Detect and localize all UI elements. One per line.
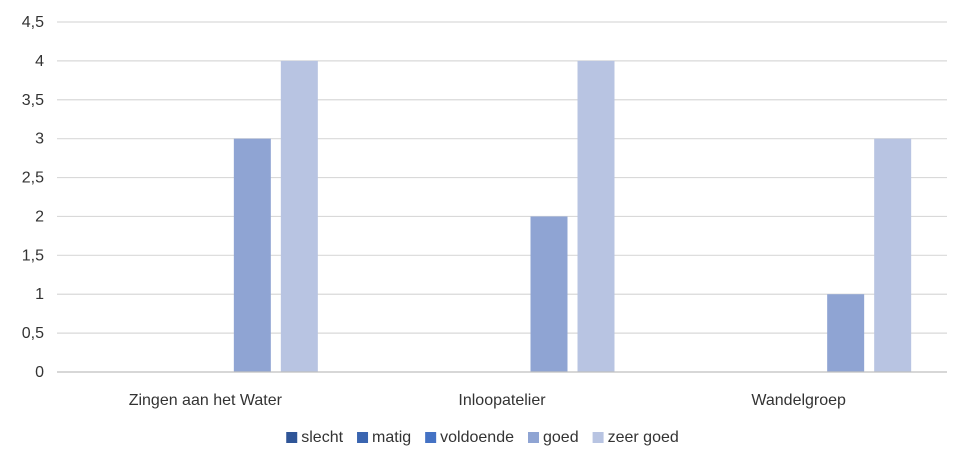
y-tick-label: 3	[35, 131, 44, 148]
gridlines	[57, 21, 947, 334]
x-axis-category-labels: Zingen aan het Water Inloopatelier Wandelg…	[129, 392, 846, 409]
y-tick-label: 0,5	[22, 325, 44, 342]
x-category-label: Wandelgroep	[751, 392, 846, 409]
legend-swatch	[286, 432, 298, 443]
y-axis-tick-labels: 0 0,5 1 1,5 2 2,5 3 3,5 4 4,5	[22, 14, 44, 381]
bar-2-4	[874, 138, 912, 372]
y-tick-label: 2,5	[22, 170, 44, 187]
legend-item: zeer goed	[592, 429, 679, 446]
legend: slecht matig voldoende goed zeer goed	[286, 429, 679, 446]
legend-item: goed	[528, 429, 579, 446]
legend-label: slecht	[301, 429, 343, 446]
legend-label: voldoende	[440, 429, 514, 446]
legend-swatch	[357, 432, 369, 443]
y-tick-label: 4,5	[22, 14, 44, 31]
y-tick-label: 1	[35, 286, 44, 303]
bar-2-3	[827, 294, 865, 372]
y-tick-label: 2	[35, 208, 44, 225]
y-tick-label: 0	[35, 364, 44, 381]
legend-swatch	[528, 432, 539, 443]
y-tick-label: 3,5	[22, 92, 44, 109]
y-tick-label: 1,5	[22, 247, 44, 264]
bars	[233, 60, 912, 373]
legend-item: matig	[357, 429, 411, 446]
x-category-label: Zingen aan het Water	[129, 392, 283, 409]
legend-label: goed	[543, 429, 579, 446]
y-tick-label: 4	[35, 53, 44, 70]
bar-1-4	[577, 60, 615, 373]
legend-item: voldoende	[425, 429, 514, 446]
legend-item: slecht	[286, 429, 344, 446]
legend-swatch	[425, 432, 437, 443]
bar-0-3	[233, 138, 271, 372]
legend-label: matig	[372, 429, 411, 446]
bar-1-3	[530, 216, 568, 372]
x-category-label: Inloopatelier	[458, 392, 546, 409]
bar-0-4	[280, 60, 318, 373]
legend-swatch	[592, 432, 604, 443]
legend-label: zeer goed	[608, 429, 679, 446]
